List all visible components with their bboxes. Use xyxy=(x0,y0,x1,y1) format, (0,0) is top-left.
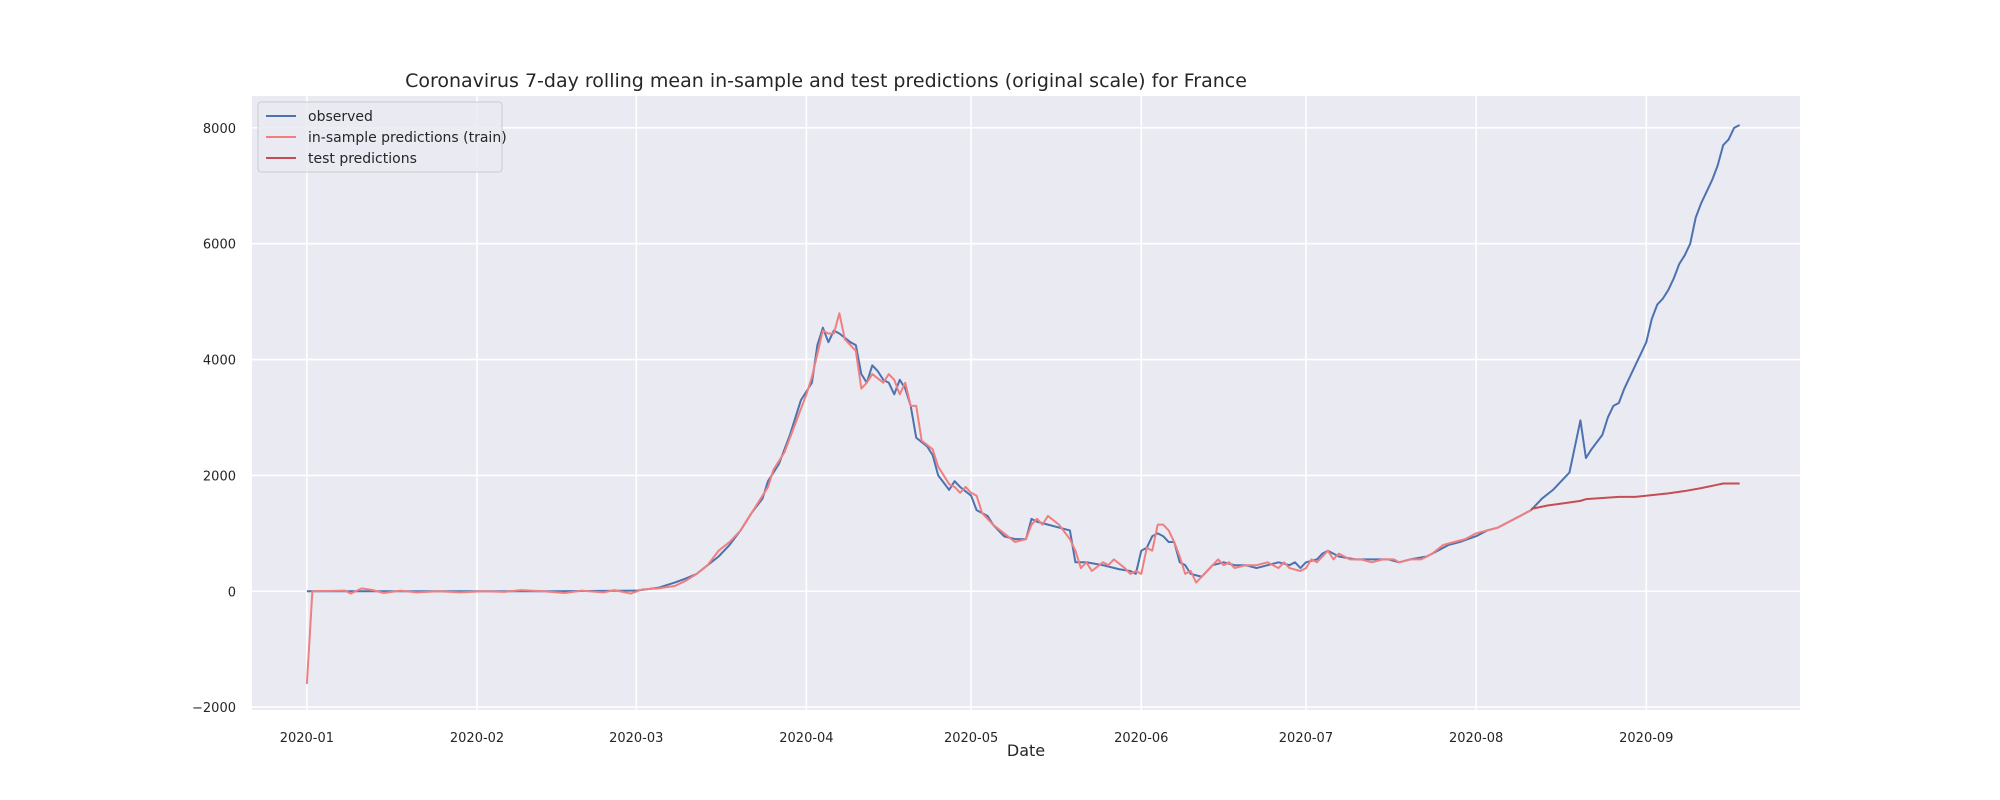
x-tick-label: 2020-05 xyxy=(944,731,998,746)
y-tick-label: 0 xyxy=(228,585,236,600)
series-lines xyxy=(305,124,1741,684)
x-tick-labels: 2020-01 2020-02 2020-03 2020-04 2020-05 2020-… xyxy=(280,731,1674,746)
x-axis-label: Date xyxy=(1007,741,1045,760)
y-tick-label: 2000 xyxy=(203,469,236,484)
x-tick-label: 2020-06 xyxy=(1114,731,1168,746)
x-tick-label: 2020-04 xyxy=(779,731,833,746)
y-tick-label: 4000 xyxy=(203,354,236,369)
series-line-1 xyxy=(305,312,1532,684)
x-tick-label: 2020-08 xyxy=(1449,731,1503,746)
x-tick-label: 2020-02 xyxy=(450,731,504,746)
y-tick-label: 6000 xyxy=(203,238,236,253)
legend-box xyxy=(257,101,503,173)
legend: observed in-sample predictions (train) tes… xyxy=(257,101,507,173)
y-tick-label: −2000 xyxy=(192,701,236,716)
x-tick-label: 2020-07 xyxy=(1279,731,1333,746)
x-tick-label: 2020-03 xyxy=(609,731,663,746)
y-tick-label: 8000 xyxy=(203,122,236,137)
series-line-2 xyxy=(1530,482,1740,510)
grid xyxy=(252,96,1800,710)
y-tick-labels: −2000 0 2000 4000 6000 8000 xyxy=(192,122,236,716)
legend-entry: observed xyxy=(308,109,373,125)
legend-entry: test predictions xyxy=(308,151,417,167)
chart-title: Coronavirus 7-day rolling mean in-sample… xyxy=(405,70,1247,92)
x-tick-label: 2020-09 xyxy=(1619,731,1673,746)
legend-entry: in-sample predictions (train) xyxy=(308,130,507,146)
x-tick-label: 2020-01 xyxy=(280,731,334,746)
plot-area xyxy=(252,96,1800,710)
